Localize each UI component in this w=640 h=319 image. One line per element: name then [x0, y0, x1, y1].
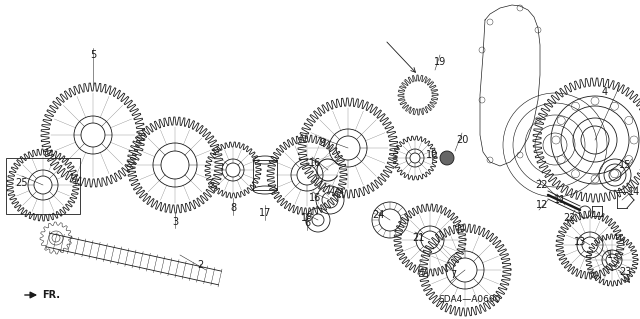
Text: 20: 20 [456, 135, 468, 145]
Text: 9: 9 [319, 138, 325, 148]
Text: 24: 24 [372, 210, 384, 220]
Text: 16: 16 [309, 193, 321, 203]
Bar [6, 158, 80, 214]
Text: 19: 19 [434, 57, 446, 67]
Text: 13: 13 [574, 237, 586, 247]
Text: 14: 14 [628, 187, 640, 197]
Text: 5: 5 [90, 50, 96, 60]
Text: 3: 3 [172, 217, 178, 227]
Text: 7: 7 [450, 270, 456, 280]
Text: 2: 2 [197, 260, 203, 270]
Text: 1: 1 [607, 250, 613, 260]
Text: 16: 16 [309, 158, 321, 168]
Text: 17: 17 [259, 208, 271, 218]
Text: 10: 10 [426, 150, 438, 160]
Text: 22: 22 [564, 213, 576, 223]
Text: 12: 12 [536, 200, 548, 210]
Text: 11: 11 [554, 195, 566, 205]
Text: 25: 25 [16, 178, 28, 188]
Text: 4: 4 [602, 87, 608, 97]
Text: 8: 8 [230, 203, 236, 213]
Text: 23: 23 [619, 267, 631, 277]
Text: 15: 15 [619, 160, 631, 170]
Text: SDA4—A0600: SDA4—A0600 [439, 295, 501, 305]
Text: FR.: FR. [42, 290, 60, 300]
Text: 22: 22 [536, 180, 548, 190]
Text: 21: 21 [412, 233, 424, 243]
Circle shape [440, 151, 454, 165]
Text: 6: 6 [304, 218, 310, 228]
Text: 18: 18 [301, 213, 313, 223]
